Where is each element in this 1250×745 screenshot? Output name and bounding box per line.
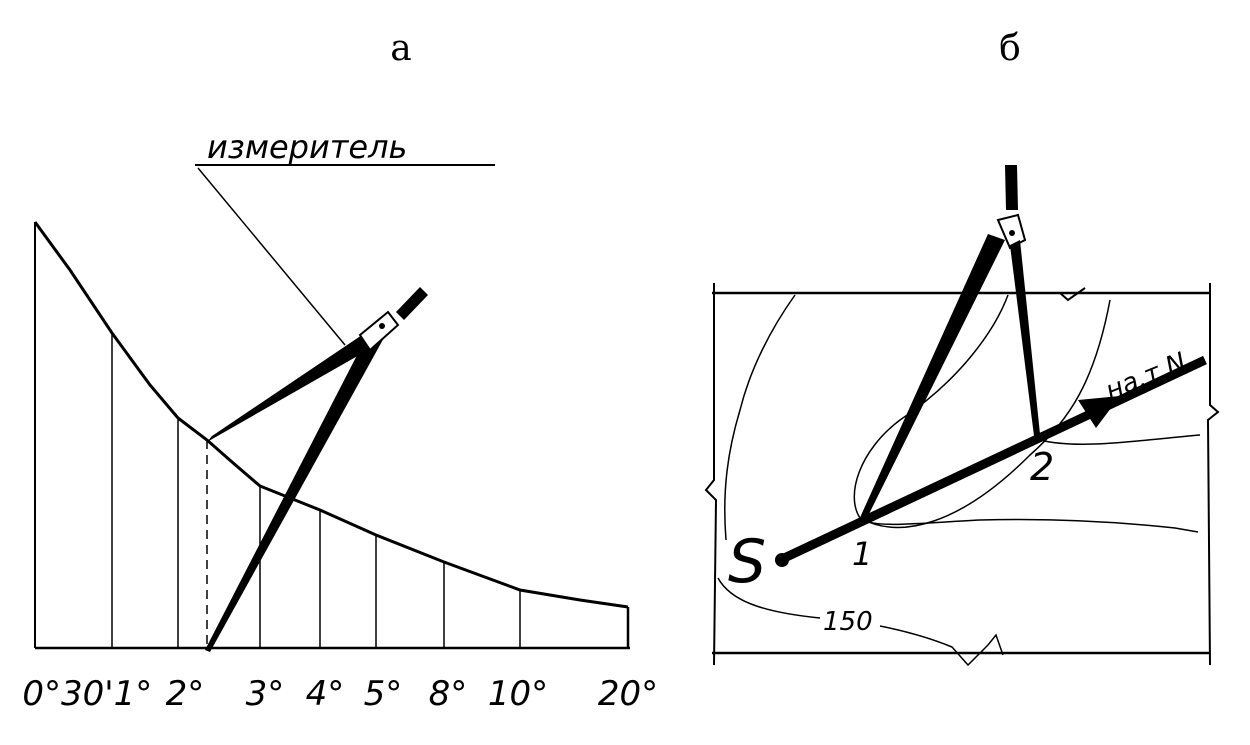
map-divider-pivot xyxy=(1009,230,1015,236)
scale-label: 2° xyxy=(166,674,205,714)
contour-label: 150 xyxy=(823,607,873,637)
start-point xyxy=(775,553,789,567)
caption-measurer: измеритель xyxy=(207,128,407,166)
scale-label: 8° xyxy=(429,674,468,714)
divider-handle xyxy=(396,287,428,320)
point-1-label: 1 xyxy=(852,535,872,573)
scale-label: 0°30' xyxy=(22,674,113,714)
contour-hill xyxy=(853,294,1111,529)
panel-a-letter: а xyxy=(390,28,411,69)
scale-label: 5° xyxy=(364,674,403,714)
scale-label: 10° xyxy=(488,674,548,714)
contour-150-right xyxy=(879,625,1004,667)
divider-leg-lower xyxy=(205,330,385,652)
route-line xyxy=(778,355,1207,565)
divider-pivot xyxy=(379,323,385,329)
contour-150-left xyxy=(717,577,821,619)
point-2-label: 2 xyxy=(1030,445,1054,489)
scale-label: 4° xyxy=(306,674,345,714)
panel-b-letter: б xyxy=(999,28,1021,69)
map-divider-instrument xyxy=(858,165,1040,522)
route-arrowhead xyxy=(1078,396,1120,428)
scale-label: 1° xyxy=(114,674,153,714)
caption-leader xyxy=(197,167,346,346)
panel-a: а измеритель xyxy=(22,28,658,714)
contour-right xyxy=(1039,434,1201,446)
contour-left xyxy=(724,294,796,541)
map-divider-leg-left xyxy=(858,234,1005,522)
slope-scale-curve xyxy=(33,221,629,609)
divider-instrument xyxy=(205,287,428,652)
scale-label: 20° xyxy=(598,674,658,714)
map-divider-handle xyxy=(1005,165,1018,210)
panel-b: б xyxy=(704,28,1220,667)
direction-label: на.т.N xyxy=(1101,347,1190,406)
map-frame-left-break xyxy=(704,283,718,666)
start-label: S xyxy=(728,527,766,597)
scale-labels: 0°30' 1° 2° 3° 4° 5° 8° 10° 20° xyxy=(22,674,658,714)
map-frame-right-break xyxy=(1206,283,1220,666)
map-divider-leg-right xyxy=(1010,240,1040,436)
stream-mark xyxy=(1059,287,1086,302)
route xyxy=(775,355,1207,567)
divider-leg-upper xyxy=(207,335,368,442)
scale-divisions xyxy=(111,333,630,648)
scale-label: 3° xyxy=(246,674,285,714)
contour-middle xyxy=(861,518,1199,533)
divider-hinge xyxy=(358,310,400,352)
